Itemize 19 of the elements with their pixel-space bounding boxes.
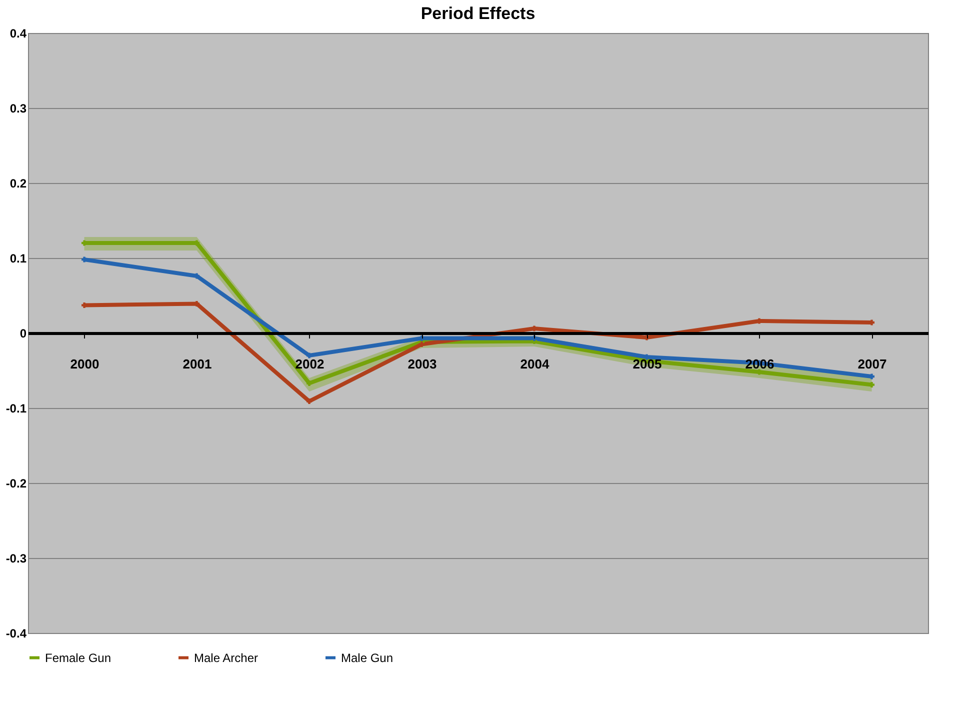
x-tick-label: 2003 (408, 356, 437, 372)
x-tick-label: 2004 (520, 356, 550, 372)
x-tick-label: 2002 (295, 356, 324, 372)
y-tick-label: 0.4 (10, 26, 27, 40)
legend-label: Male Gun (341, 650, 394, 665)
y-tick-label: 0.1 (10, 252, 27, 266)
x-tick-label: 2000 (70, 356, 100, 372)
y-tick-label: -0.2 (6, 476, 27, 490)
y-tick-label: -0.1 (6, 402, 27, 416)
y-tick-label: 0 (20, 326, 27, 340)
y-tick-label: -0.4 (6, 626, 27, 640)
x-tick-label: 2001 (182, 356, 212, 372)
y-tick-label: 0.3 (10, 102, 27, 116)
y-tick-label: 0.2 (10, 176, 27, 190)
legend-label: Male Archer (194, 650, 258, 665)
y-tick-label: -0.3 (6, 552, 27, 566)
x-tick-label: 2007 (858, 356, 887, 372)
chart-title: Period Effects (420, 4, 536, 23)
legend-label: Female Gun (45, 650, 112, 665)
